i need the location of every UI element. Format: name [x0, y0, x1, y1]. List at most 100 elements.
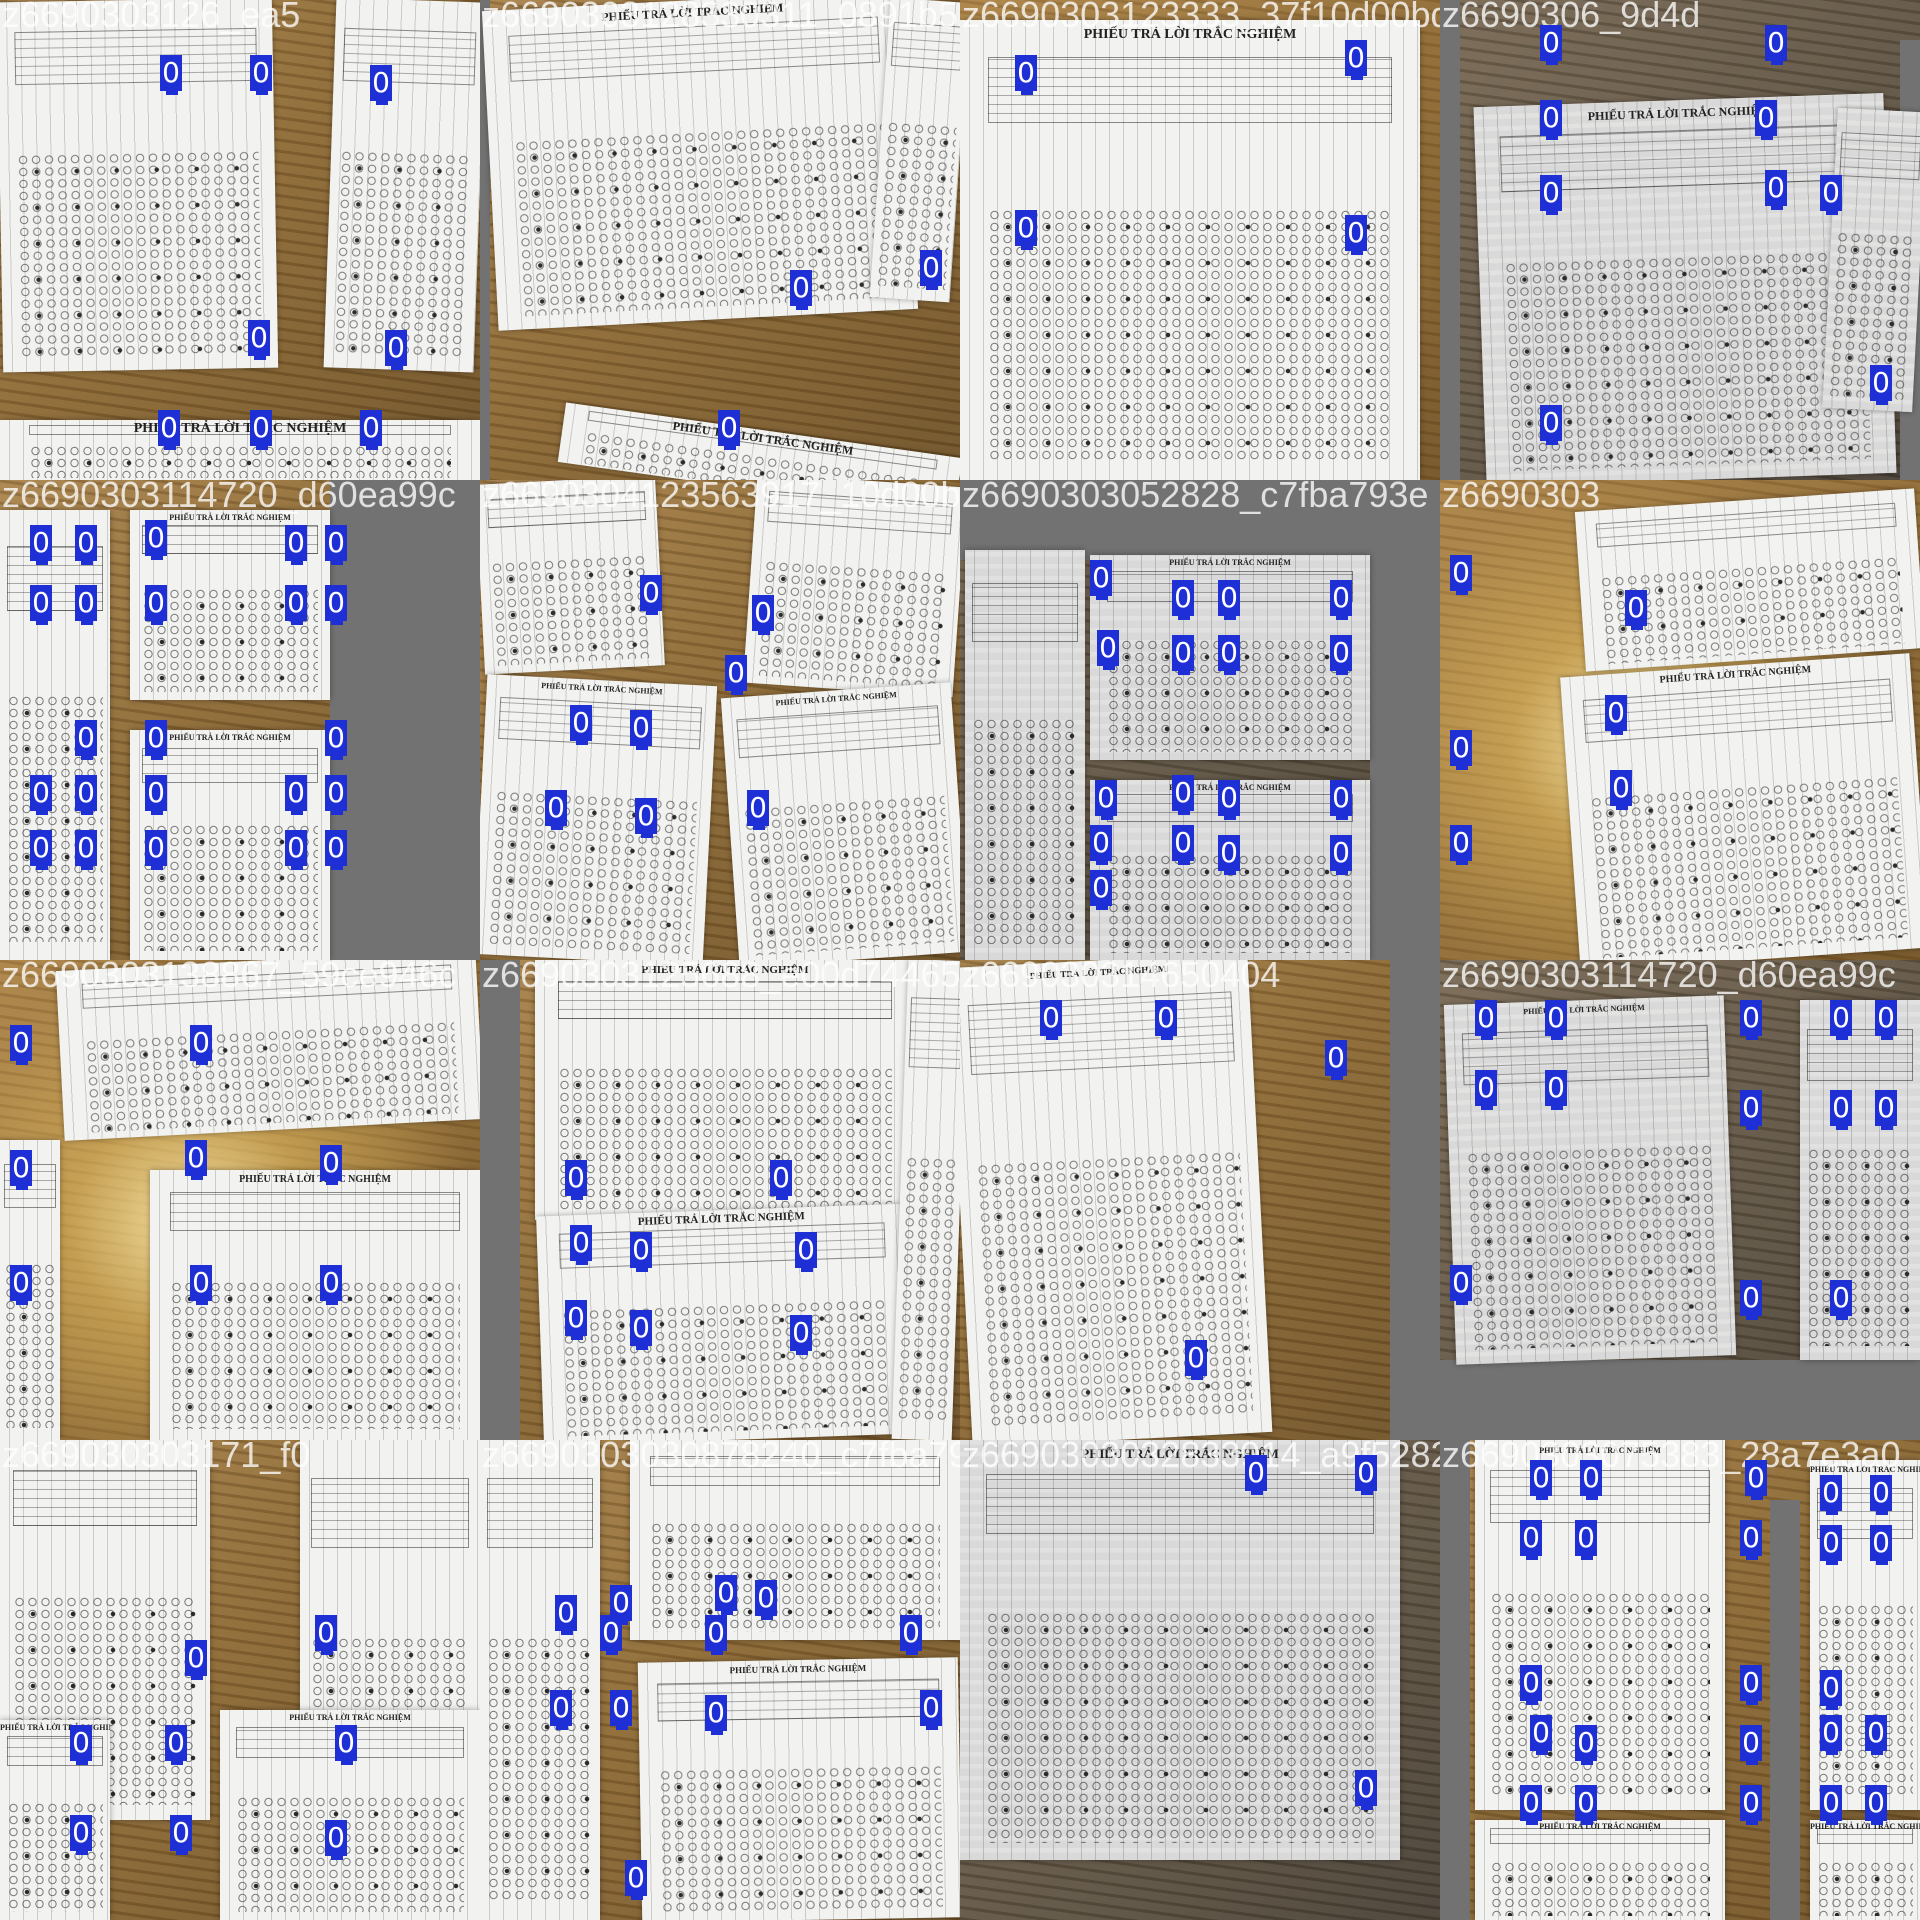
- detection-class-label: 0: [1220, 836, 1238, 869]
- detection-class-label: 0: [77, 721, 95, 754]
- detection-class-label: 0: [327, 526, 345, 559]
- mosaic-tile: PHIẾU TRẢ LỜI TRẮC NGHIỆM PHIẾU TRẢ LỜI T…: [480, 960, 960, 1440]
- mosaic-tile: PHIẾU TRẢ LỜI TRẮC NGHIỆM z66903030328339…: [960, 1440, 1440, 1920]
- detection-class-label: 0: [1157, 1001, 1175, 1034]
- detection-box: 0: [1875, 1000, 1897, 1040]
- detection-box: 0: [320, 1265, 342, 1305]
- detection-box: 0: [1575, 1725, 1597, 1765]
- detection-class-label: 0: [612, 1691, 630, 1724]
- detection-box: 0: [385, 330, 407, 370]
- detection-class-label: 0: [1174, 776, 1192, 809]
- bubble-grid: [487, 789, 698, 954]
- detection-box: 0: [1580, 1460, 1602, 1500]
- detection-box: 0: [1520, 1665, 1542, 1705]
- answer-sheet: PHIẾU TRẢ LỜI TRẮC NGHIỆM: [150, 1170, 480, 1440]
- detection-class-label: 0: [1767, 171, 1785, 204]
- detection-box: 0: [1540, 175, 1562, 215]
- letterbox-padding: [1390, 960, 1440, 1440]
- detection-class-label: 0: [707, 1696, 725, 1729]
- bubble-grid: [987, 208, 1393, 462]
- detection-class-label: 0: [162, 56, 180, 89]
- detection-class-label: 0: [1017, 56, 1035, 89]
- detection-box: 0: [1450, 730, 1472, 770]
- detection-box: 0: [790, 270, 812, 310]
- bubble-grid: [1807, 1147, 1913, 1346]
- detection-box: 0: [370, 65, 392, 105]
- detection-box: 0: [555, 1595, 577, 1635]
- detection-box: 0: [158, 410, 180, 450]
- detection-box: 0: [190, 1025, 212, 1065]
- detection-class-label: 0: [717, 1576, 735, 1609]
- bubble-grid: [557, 1066, 893, 1210]
- detection-class-label: 0: [287, 586, 305, 619]
- detection-class-label: 0: [1347, 216, 1365, 249]
- answer-sheet: [480, 480, 665, 675]
- detection-box: 0: [30, 585, 52, 625]
- detection-class-label: 0: [12, 1266, 30, 1299]
- detection-box: 0: [1095, 780, 1117, 820]
- detection-box: 0: [570, 1225, 592, 1265]
- letterbox-padding: [330, 480, 480, 960]
- detection-class-label: 0: [1357, 1456, 1375, 1489]
- bubble-grid: [975, 1149, 1254, 1428]
- detection-box: 0: [1575, 1785, 1597, 1825]
- detection-class-label: 0: [572, 706, 590, 739]
- detection-class-label: 0: [572, 1226, 590, 1259]
- letterbox-padding: [1440, 0, 1460, 480]
- sheet-header: PHIẾU TRẢ LỜI TRẮC NGHIỆM: [289, 1713, 411, 1723]
- detection-box: 0: [75, 585, 97, 625]
- detection-box: 0: [705, 1695, 727, 1735]
- detection-class-label: 0: [1742, 1281, 1760, 1314]
- detection-box: 0: [1865, 1785, 1887, 1825]
- answer-sheet: [480, 1440, 600, 1920]
- detection-box: 0: [325, 720, 347, 760]
- detection-class-label: 0: [250, 321, 268, 354]
- detection-box: 0: [325, 525, 347, 565]
- detection-box: 0: [185, 1640, 207, 1680]
- sheet-header: PHIẾU TRẢ LỜI TRẮC NGHIỆM: [1169, 558, 1291, 568]
- detection-box: 0: [1218, 835, 1240, 875]
- detection-box: 0: [75, 775, 97, 815]
- detection-class-label: 0: [1522, 1521, 1540, 1554]
- sheet-header: PHIẾU TRẢ LỜI TRẮC NGHIỆM: [641, 963, 809, 976]
- detection-class-label: 0: [147, 721, 165, 754]
- detection-box: 0: [1820, 1475, 1842, 1515]
- detection-class-label: 0: [1522, 1666, 1540, 1699]
- detection-class-label: 0: [1357, 1771, 1375, 1804]
- detection-box: 0: [920, 250, 942, 290]
- detection-class-label: 0: [557, 1596, 575, 1629]
- detection-box: 0: [1090, 870, 1112, 910]
- detection-class-label: 0: [797, 1233, 815, 1266]
- sheet-header: PHIẾU TRẢ LỜI TRẮC NGHIỆM: [1539, 1821, 1661, 1831]
- detection-class-label: 0: [627, 1861, 645, 1894]
- detection-class-label: 0: [1220, 581, 1238, 614]
- detection-class-label: 0: [757, 1581, 775, 1614]
- detection-class-label: 0: [1832, 1001, 1850, 1034]
- detection-box: 0: [170, 1815, 192, 1855]
- detection-box: 0: [1097, 630, 1119, 670]
- detection-box: 0: [1875, 1090, 1897, 1130]
- detection-box: 0: [1755, 100, 1777, 140]
- detection-box: 0: [75, 830, 97, 870]
- detection-box: 0: [920, 1690, 942, 1730]
- detection-class-label: 0: [1092, 826, 1110, 859]
- detection-class-label: 0: [12, 1026, 30, 1059]
- detection-box: 0: [630, 1232, 652, 1272]
- detection-class-label: 0: [1532, 1716, 1550, 1749]
- detection-class-label: 0: [1542, 176, 1560, 209]
- detection-box: 0: [315, 1615, 337, 1655]
- detection-class-label: 0: [1612, 771, 1630, 804]
- detection-class-label: 0: [1477, 1071, 1495, 1104]
- answer-sheet: [323, 0, 480, 373]
- answer-sheet: [0, 0, 279, 373]
- detection-class-label: 0: [160, 411, 178, 444]
- bubble-grid: [1465, 1143, 1719, 1350]
- bubble-grid: [169, 1280, 461, 1430]
- mosaic-tile: PHIẾU TRẢ LỜI TRẮC NGHIỆM z6690303123333_…: [960, 0, 1440, 480]
- detection-class-label: 0: [252, 411, 270, 444]
- detection-class-label: 0: [1542, 101, 1560, 134]
- detection-box: 0: [1870, 1475, 1892, 1515]
- detection-class-label: 0: [1742, 1666, 1760, 1699]
- detection-box: 0: [1090, 825, 1112, 865]
